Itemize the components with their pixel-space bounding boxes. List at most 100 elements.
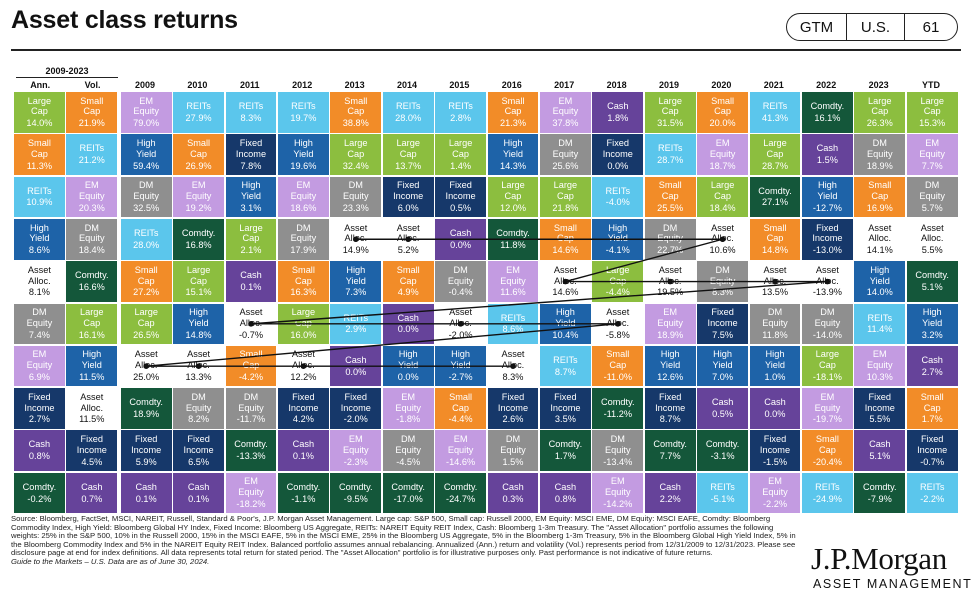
cell-return-value: 19.7%: [290, 112, 317, 123]
cell-small-cap: Small Cap 20.0%: [697, 92, 748, 133]
column-header-2017: 2017: [554, 80, 575, 90]
cell-return-value: 16.3%: [290, 287, 317, 298]
column-header-2021: 2021: [763, 80, 784, 90]
cell-asset-label: Fixed Income: [864, 391, 895, 413]
cell-asset-label: Small Cap: [239, 349, 263, 371]
cell-fixed-income: Fixed Income 2.7%: [14, 388, 65, 429]
cell-return-value: 10.3%: [866, 372, 893, 383]
cell-return-value: 0.8%: [554, 493, 576, 504]
cell-asset-label: Asset Alloc.: [449, 307, 473, 328]
cell-comdty: Comdty. 16.1%: [802, 92, 853, 133]
cell-return-value: 11.8%: [500, 239, 526, 250]
cell-asset-label: Asset Alloc.: [606, 307, 630, 328]
cell-asset-label: EM Equity: [185, 180, 212, 202]
cell-small-cap: Small Cap -4.4%: [435, 388, 486, 429]
cell-return-value: -0.2%: [27, 493, 52, 504]
cell-fixed-income: Fixed Income -13.0%: [802, 218, 853, 260]
cell-dm-equity: DM Equity 1.5%: [487, 430, 539, 472]
cell-asset-label: Comdty.: [915, 270, 949, 281]
cell-comdty: Comdty. 27.1%: [749, 176, 801, 218]
cell-asset-label: Asset Alloc.: [658, 264, 682, 286]
column-header-2012: 2012: [292, 80, 313, 90]
cell-comdty: Comdty. -24.7%: [435, 472, 486, 514]
cell-small-cap: Small Cap 16.9%: [854, 176, 906, 218]
cell-asset-label: Large Cap: [501, 180, 525, 202]
cell-high-yield: High Yield 10.4%: [540, 303, 591, 345]
cell-return-value: -13.0%: [812, 245, 842, 256]
cell-fixed-income: Fixed Income 5.9%: [120, 430, 172, 472]
cell-return-value: 11.3%: [26, 160, 53, 171]
cell-return-value: 32.5%: [133, 202, 160, 213]
cell-dm-equity: DM Equity 18.4%: [66, 218, 118, 260]
cell-asset-label: Cash: [816, 143, 839, 154]
cell-asset-label: Comdty.: [601, 397, 635, 408]
cell-return-value: 1.5%: [816, 155, 838, 166]
cell-asset-alloc: Asset Alloc. -0.7%: [225, 303, 277, 345]
cell-return-value: 14.0%: [26, 118, 53, 129]
cell-asset-label: Small Cap: [815, 434, 839, 455]
cell-return-value: -1.8%: [396, 414, 421, 425]
cell-cash: Cash 5.1%: [854, 430, 906, 472]
cell-return-value: 5.5%: [869, 414, 891, 425]
cell-return-value: 14.0%: [866, 287, 893, 298]
cell-cash: Cash 0.0%: [435, 218, 486, 260]
cell-asset-label: Cash: [554, 481, 577, 492]
cell-asset-label: Cash: [921, 354, 943, 365]
cell-return-value: 7.7%: [659, 451, 681, 462]
cell-return-value: 18.6%: [290, 202, 317, 213]
cell-asset-label: DM Equity: [605, 434, 631, 455]
cell-comdty: Comdty. 16.8%: [173, 218, 224, 260]
cell-asset-label: REITs: [291, 101, 316, 112]
cell-small-cap: Small Cap 26.9%: [173, 134, 224, 175]
cell-return-value: -1.1%: [291, 493, 316, 504]
cell-asset-label: Large Cap: [239, 222, 263, 244]
column-header-2023: 2023: [868, 80, 889, 90]
cell-small-cap: Small Cap -11.0%: [592, 345, 644, 387]
cell-return-value: 19.5%: [657, 287, 684, 298]
cell-high-yield: High Yield -12.7%: [802, 176, 853, 218]
cell-asset-label: Large Cap: [815, 349, 840, 371]
cell-asset-label: Asset Alloc.: [396, 222, 420, 244]
cell-cash: Cash 1.8%: [592, 92, 644, 133]
column-header-ann: Ann.: [30, 80, 51, 90]
cell-return-value: 15.1%: [185, 287, 212, 298]
cell-asset-label: Asset Alloc.: [711, 222, 735, 244]
cell-return-value: 18.4%: [709, 202, 736, 213]
cell-return-value: 6.5%: [188, 456, 210, 467]
cell-return-value: 4.2%: [292, 414, 314, 425]
cell-return-value: -14.6%: [446, 456, 476, 467]
cell-return-value: 1.7%: [921, 414, 943, 425]
cell-return-value: 18.4%: [78, 245, 105, 256]
cell-comdty: Comdty. 18.9%: [120, 388, 172, 429]
cell-asset-label: Cash: [81, 481, 103, 492]
cell-large-cap: Large Cap 26.5%: [120, 303, 172, 345]
cell-reits: REITs 28.7%: [644, 134, 696, 175]
cell-asset-label: DM Equity: [343, 180, 369, 202]
cell-asset-label: High Yield: [293, 137, 314, 159]
cell-asset-label: Asset Alloc.: [187, 349, 211, 371]
cell-return-value: 10.9%: [26, 197, 53, 208]
cell-return-value: 5.1%: [921, 282, 943, 293]
cell-return-value: 2.9%: [345, 324, 367, 335]
cell-asset-label: REITs: [79, 143, 105, 154]
cell-asset-label: EM Equity: [238, 476, 264, 498]
cell-reits: REITs 28.0%: [120, 218, 172, 260]
column-header-2022: 2022: [816, 80, 837, 90]
cell-asset-label: Comdty.: [181, 227, 216, 238]
cell-asset-label: EM Equity: [500, 264, 526, 286]
cell-asset-label: Asset Alloc.: [920, 222, 944, 244]
cell-reits: REITs 8.3%: [225, 92, 277, 133]
cell-asset-label: Small Cap: [658, 180, 682, 202]
cell-asset-label: Asset Alloc.: [553, 264, 577, 286]
cell-asset-label: EM Equity: [79, 180, 105, 202]
cell-em-equity: EM Equity 18.9%: [644, 303, 696, 345]
cell-asset-label: Comdty.: [548, 439, 583, 450]
cell-return-value: 0.1%: [292, 451, 314, 462]
cell-return-value: 28.7%: [657, 155, 684, 166]
cell-return-value: 8.7%: [554, 366, 576, 377]
period-underline: [16, 77, 118, 78]
cell-asset-label: Small Cap: [80, 95, 104, 117]
cell-large-cap: Large Cap 12.0%: [487, 176, 539, 218]
cell-return-value: -19.7%: [812, 414, 842, 425]
cell-asset-label: DM Equity: [762, 307, 788, 328]
